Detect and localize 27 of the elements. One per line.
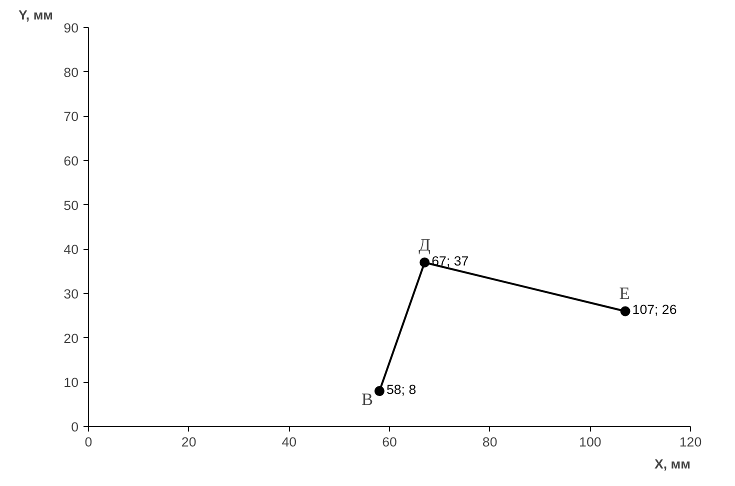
y-tick-label: 10 — [64, 375, 79, 390]
point — [374, 386, 384, 396]
x-tick-label: 40 — [282, 434, 297, 450]
x-tick-label: 100 — [579, 434, 602, 450]
y-tick-label: 50 — [64, 198, 79, 213]
x-tick-label: 0 — [84, 434, 92, 450]
x-tick-label: 120 — [679, 434, 702, 450]
x-tick-label: 60 — [382, 434, 397, 450]
y-tick-label: 30 — [64, 286, 79, 302]
x-tick-label: 20 — [181, 434, 196, 450]
data-label: 107; 26 — [632, 302, 677, 318]
y-tick-label: 80 — [64, 64, 79, 80]
y-tick-label: 90 — [64, 20, 79, 36]
point — [420, 257, 430, 268]
x-axis-title: X, мм — [654, 456, 690, 472]
point — [620, 306, 630, 316]
y-tick-label: 20 — [64, 330, 79, 346]
y-tick-label: 70 — [64, 109, 79, 124]
annotation: В — [361, 390, 374, 410]
x-tick-label: 80 — [482, 434, 498, 450]
y-tick-label: 0 — [71, 420, 79, 434]
data-label: 58; 8 — [386, 382, 416, 398]
annotation: Д — [418, 235, 431, 254]
y-axis-title: Y, мм — [18, 8, 54, 22]
y-tick-label: 60 — [64, 154, 79, 168]
y-tick-label: 40 — [64, 242, 79, 258]
annotation: Е — [619, 284, 630, 304]
